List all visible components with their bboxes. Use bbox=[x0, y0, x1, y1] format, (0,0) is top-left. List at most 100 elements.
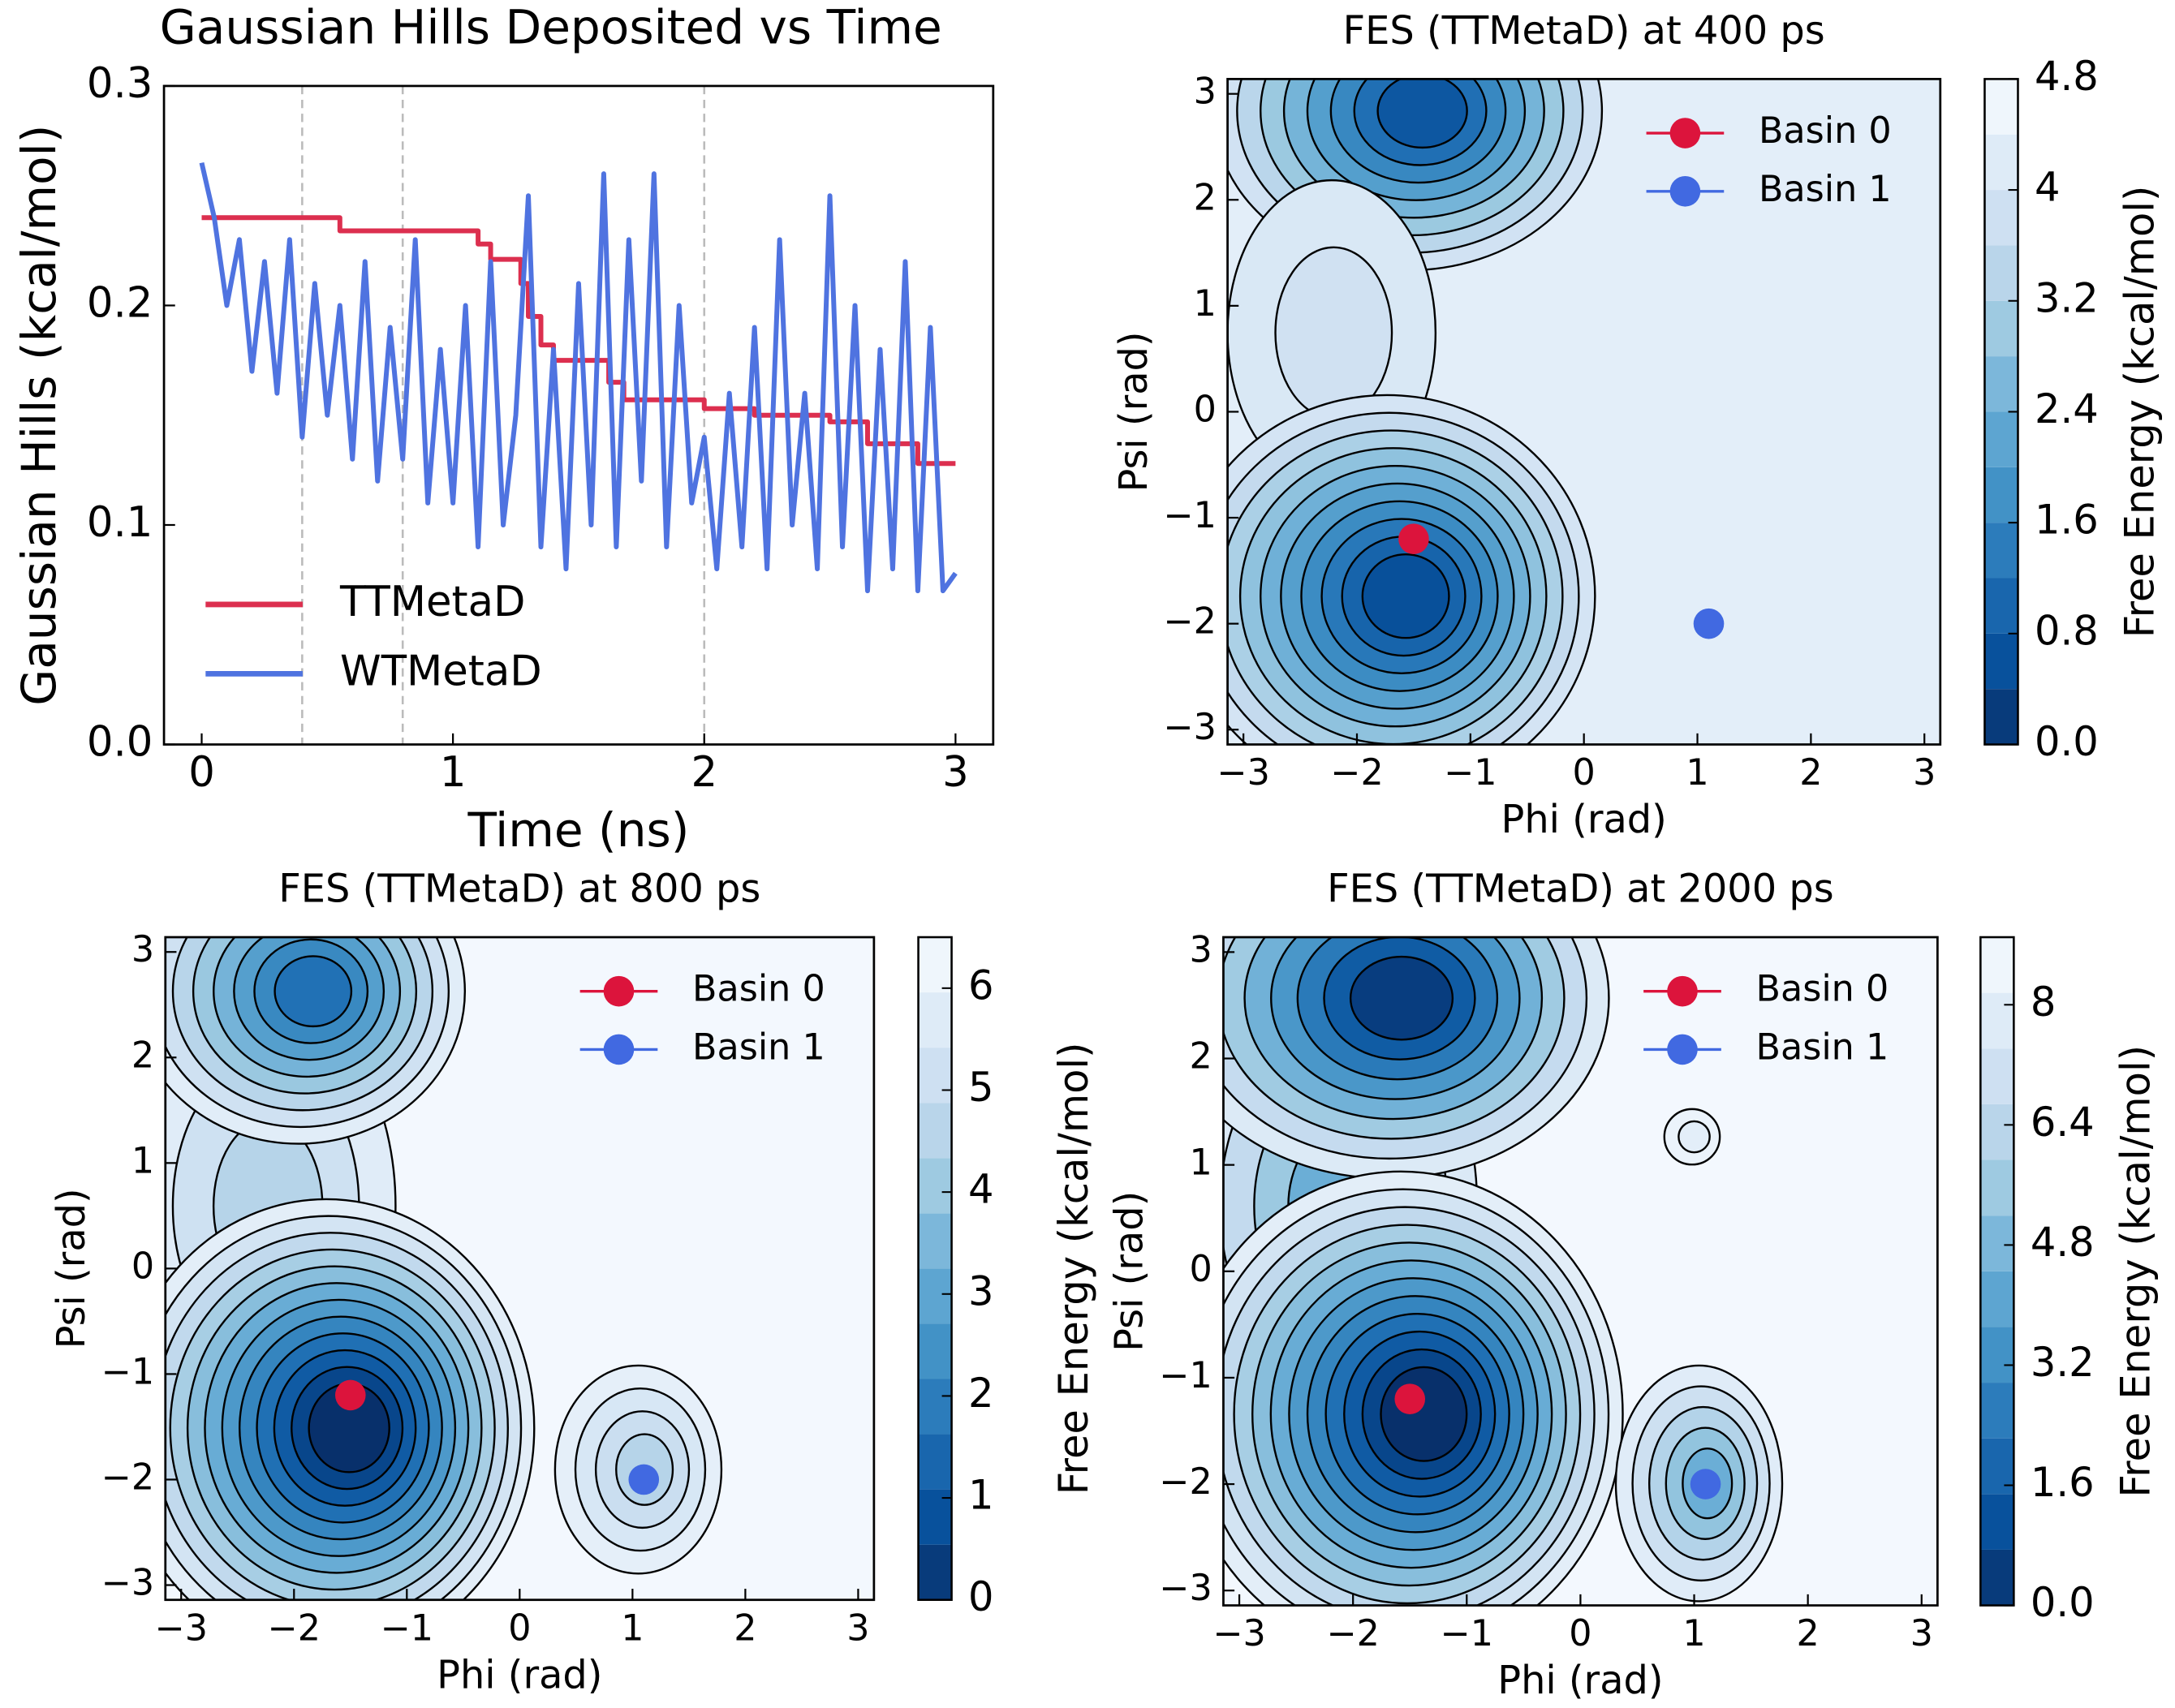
colorbar-band bbox=[1984, 523, 2018, 579]
colorbar-band bbox=[1984, 578, 2018, 634]
y-tick-label: 2 bbox=[1190, 1036, 1212, 1078]
x-tick-label: −1 bbox=[381, 1607, 433, 1649]
colorbar-band bbox=[1980, 1549, 2014, 1606]
chart-title: FES (TTMetaD) at 800 ps bbox=[278, 867, 760, 912]
y-tick-label: 3 bbox=[1190, 929, 1212, 970]
basin-marker bbox=[628, 1464, 660, 1495]
colorbar-band bbox=[1984, 633, 2018, 690]
colorbar-tick-label: 1.6 bbox=[2035, 497, 2099, 544]
colorbar-label: Free Energy (kcal/mol) bbox=[2117, 186, 2164, 639]
y-axis-label: Psi (rad) bbox=[1112, 331, 1156, 492]
x-tick-label: −2 bbox=[1330, 752, 1383, 794]
colorbar-tick-label: 3.2 bbox=[2035, 274, 2099, 321]
x-tick-label: 3 bbox=[942, 748, 969, 797]
x-tick-label: 2 bbox=[734, 1607, 756, 1649]
fes-contour bbox=[273, 955, 353, 1028]
plot-area bbox=[1227, 79, 1940, 745]
colorbar-tick-label: 6 bbox=[968, 962, 994, 1009]
axes-frame bbox=[162, 84, 995, 746]
y-tick-label: 1 bbox=[1194, 283, 1217, 325]
colorbar-band bbox=[1984, 190, 2018, 246]
x-tick-label: −2 bbox=[1326, 1613, 1379, 1654]
x-tick-label: 0 bbox=[1573, 752, 1596, 794]
x-tick-label: 2 bbox=[1797, 1613, 1820, 1654]
fes-contour bbox=[1274, 246, 1393, 419]
colorbar-band bbox=[1980, 937, 2014, 993]
fes-contour bbox=[1376, 79, 1468, 149]
x-tick-label: 3 bbox=[1913, 752, 1936, 794]
legend-label: Basin 0 bbox=[1756, 969, 1889, 1010]
colorbar-band bbox=[1984, 300, 2018, 357]
legend-marker bbox=[603, 1034, 635, 1065]
x-tick-label: 0 bbox=[1569, 1613, 1591, 1654]
legend-label: Basin 1 bbox=[1759, 169, 1892, 210]
panel: 0.0 1.6 3.2 4.8 6.4 8 Free Energy (kcal/mol) Ba… bbox=[1108, 867, 2160, 1704]
legend-label: Basin 0 bbox=[692, 969, 825, 1010]
plot-area bbox=[1223, 937, 1938, 1606]
colorbar-band bbox=[1984, 356, 2018, 412]
colorbar-band bbox=[1980, 1048, 2014, 1104]
chart-title: FES (TTMetaD) at 400 ps bbox=[1343, 9, 1825, 54]
y-tick-label: 0.0 bbox=[87, 718, 153, 767]
colorbar-band bbox=[1984, 245, 2018, 301]
y-tick-label: 0 bbox=[131, 1246, 154, 1287]
chart-title: FES (TTMetaD) at 2000 ps bbox=[1327, 867, 1833, 912]
colorbar-frame bbox=[1979, 936, 2015, 1607]
colorbar-tick-label: 1 bbox=[968, 1472, 994, 1519]
panel: 0 1 2 3 4 5 6 Free Energy (kcal/mol) Basin 0 Basi… bbox=[50, 867, 1097, 1698]
colorbar-band bbox=[1984, 134, 2018, 191]
colorbar-band bbox=[918, 1213, 952, 1269]
x-axis-label: Phi (rad) bbox=[1497, 1659, 1663, 1703]
y-tick-label: 2 bbox=[131, 1035, 154, 1076]
x-tick-label: −1 bbox=[1444, 752, 1497, 794]
legend-marker bbox=[1669, 175, 1701, 207]
y-axis-label: Psi (rad) bbox=[50, 1188, 94, 1349]
y-tick-label: −1 bbox=[101, 1351, 154, 1392]
colorbar-tick-label: 8 bbox=[2031, 979, 2057, 1026]
colorbar-band bbox=[918, 992, 952, 1048]
fes-contour bbox=[1380, 1366, 1468, 1462]
x-tick-label: 3 bbox=[846, 1607, 869, 1649]
basin-marker bbox=[1690, 1469, 1721, 1499]
colorbar-tick-label: 4.8 bbox=[2035, 53, 2099, 100]
y-axis-label: Gaussian Hills (kcal/mol) bbox=[11, 125, 67, 706]
legend-marker bbox=[1667, 975, 1698, 1007]
colorbar-tick-label: 0.8 bbox=[2035, 607, 2099, 654]
x-tick-label: −2 bbox=[268, 1607, 321, 1649]
x-tick-label: 1 bbox=[621, 1607, 644, 1649]
legend-label: TTMetaD bbox=[339, 578, 525, 626]
colorbar-tick-label: 3.2 bbox=[2031, 1339, 2095, 1386]
y-tick-label: 0.2 bbox=[87, 278, 153, 327]
colorbar-band bbox=[1984, 467, 2018, 523]
y-tick-label: 0.1 bbox=[87, 498, 153, 547]
data-line bbox=[199, 161, 958, 594]
y-tick-label: −3 bbox=[101, 1563, 154, 1604]
colorbar-band bbox=[918, 1048, 952, 1104]
x-tick-label: 1 bbox=[1682, 1613, 1705, 1654]
plot-area bbox=[165, 937, 874, 1600]
colorbar-band bbox=[1980, 1159, 2014, 1216]
y-tick-label: −3 bbox=[1163, 707, 1216, 748]
colorbar-tick-label: 0.0 bbox=[2035, 718, 2099, 765]
y-axis-label: Psi (rad) bbox=[1108, 1191, 1152, 1352]
y-tick-label: −2 bbox=[1159, 1461, 1212, 1503]
y-tick-label: 0 bbox=[1190, 1249, 1212, 1290]
y-tick-label: 0 bbox=[1194, 389, 1217, 430]
colorbar-label: Free Energy (kcal/mol) bbox=[2113, 1045, 2160, 1498]
fes-contour bbox=[1349, 955, 1454, 1041]
x-tick-label: 3 bbox=[1910, 1613, 1933, 1654]
x-tick-label: 0 bbox=[188, 748, 215, 797]
y-tick-label: −2 bbox=[1163, 601, 1216, 643]
y-tick-label: −1 bbox=[1159, 1355, 1212, 1396]
y-tick-label: 1 bbox=[131, 1140, 154, 1181]
colorbar-tick-label: 3 bbox=[968, 1267, 994, 1314]
legend-marker bbox=[603, 975, 635, 1007]
colorbar-band bbox=[918, 1268, 952, 1324]
colorbar-tick-label: 4 bbox=[968, 1166, 994, 1213]
x-axis-label: Time (ns) bbox=[467, 802, 689, 858]
legend-label: Basin 0 bbox=[1759, 110, 1892, 152]
x-tick-label: −3 bbox=[1217, 752, 1269, 794]
colorbar-band bbox=[1980, 1327, 2014, 1383]
y-tick-label: 2 bbox=[1194, 177, 1217, 218]
